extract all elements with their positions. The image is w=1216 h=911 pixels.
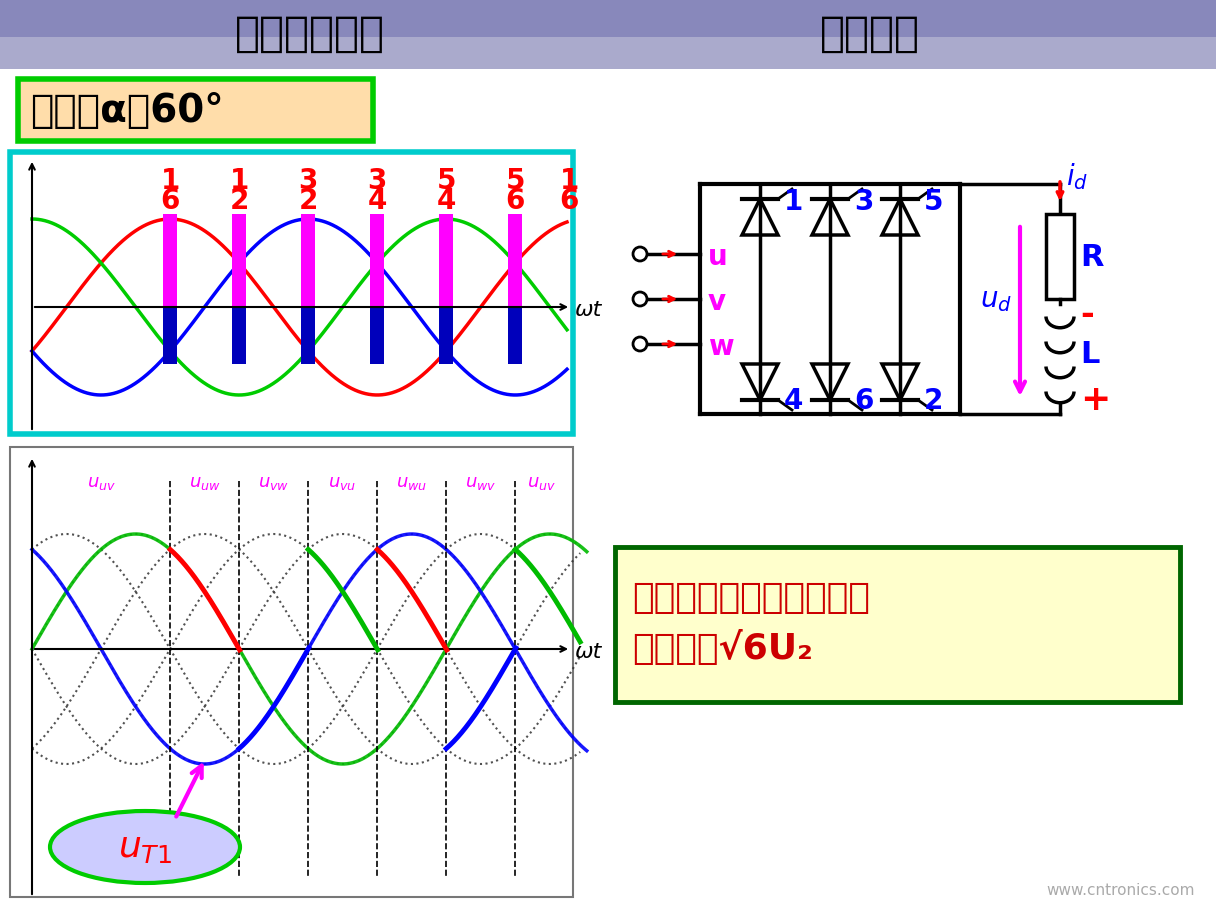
FancyBboxPatch shape <box>615 548 1180 702</box>
Circle shape <box>634 248 647 261</box>
Bar <box>1046 215 1074 300</box>
Text: 工作原理: 工作原理 <box>820 13 921 55</box>
Text: u: u <box>708 242 727 271</box>
Bar <box>370 215 384 308</box>
Text: 4: 4 <box>367 187 387 215</box>
Text: 向压降为√6U₂: 向压降为√6U₂ <box>632 630 812 665</box>
Circle shape <box>634 292 647 307</box>
Text: ωt: ωt <box>575 641 602 661</box>
Text: w: w <box>708 333 733 361</box>
Text: 5: 5 <box>437 167 456 195</box>
Text: 4: 4 <box>437 187 456 215</box>
Text: $u_d$: $u_d$ <box>980 286 1012 313</box>
Text: 1: 1 <box>230 167 249 195</box>
Text: 1: 1 <box>161 167 180 195</box>
Text: $u_{vu}$: $u_{vu}$ <box>328 474 356 491</box>
Text: 2: 2 <box>924 386 944 415</box>
Text: 控制角α＝60°: 控制角α＝60° <box>30 92 224 130</box>
Text: 1: 1 <box>784 188 804 216</box>
Text: 三相全控桥式: 三相全控桥式 <box>235 13 385 55</box>
Text: 1: 1 <box>559 167 579 195</box>
Text: $u_{wv}$: $u_{wv}$ <box>465 474 496 491</box>
Bar <box>439 215 454 308</box>
Text: 5: 5 <box>924 188 944 216</box>
Bar <box>0 38 1216 70</box>
FancyBboxPatch shape <box>10 447 573 897</box>
Ellipse shape <box>50 811 240 883</box>
Text: $u_{uw}$: $u_{uw}$ <box>188 474 220 491</box>
Text: v: v <box>708 288 726 315</box>
Bar <box>370 308 384 364</box>
Text: $u_{vw}$: $u_{vw}$ <box>258 474 289 491</box>
Bar <box>163 308 178 364</box>
Text: L: L <box>1080 340 1099 369</box>
Text: -: - <box>1080 298 1093 331</box>
Circle shape <box>634 338 647 352</box>
Text: R: R <box>1080 242 1103 271</box>
Text: 3: 3 <box>298 167 317 195</box>
Bar <box>0 0 1216 38</box>
Text: 5: 5 <box>506 167 525 195</box>
Text: +: + <box>1080 383 1110 416</box>
Bar <box>508 308 522 364</box>
Text: 6: 6 <box>854 386 873 415</box>
Text: www.cntronics.com: www.cntronics.com <box>1047 882 1195 897</box>
Text: $i_d$: $i_d$ <box>1066 161 1088 192</box>
Text: 6: 6 <box>506 187 525 215</box>
Text: $u_{wu}$: $u_{wu}$ <box>396 474 427 491</box>
FancyBboxPatch shape <box>18 80 373 142</box>
Bar <box>439 308 454 364</box>
Bar <box>302 308 315 364</box>
Text: 3: 3 <box>854 188 873 216</box>
Text: 晶闸管承受的最大正、反: 晶闸管承受的最大正、反 <box>632 580 869 614</box>
Text: $u_{T1}$: $u_{T1}$ <box>118 830 171 864</box>
Bar <box>232 215 246 308</box>
Text: 6: 6 <box>559 187 579 215</box>
Text: $u_{uv}$: $u_{uv}$ <box>86 474 116 491</box>
Text: 2: 2 <box>230 187 249 215</box>
Bar <box>302 215 315 308</box>
Bar <box>508 215 522 308</box>
Bar <box>232 308 246 364</box>
Text: 3: 3 <box>367 167 387 195</box>
Text: 4: 4 <box>784 386 804 415</box>
Text: ωt: ωt <box>575 300 602 320</box>
Text: 6: 6 <box>161 187 180 215</box>
Bar <box>163 215 178 308</box>
Text: $u_{uv}$: $u_{uv}$ <box>527 474 556 491</box>
Text: 2: 2 <box>298 187 317 215</box>
FancyBboxPatch shape <box>10 153 573 435</box>
